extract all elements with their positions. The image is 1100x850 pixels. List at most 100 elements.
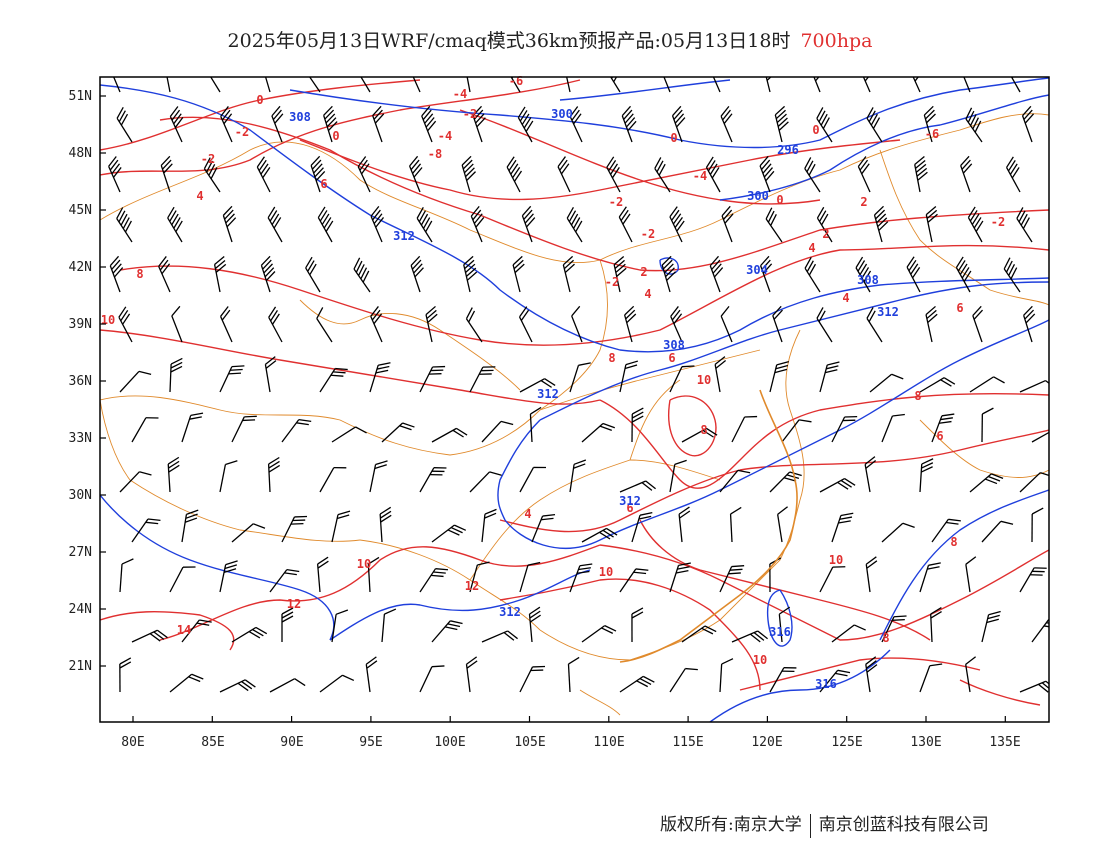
height-label: 296 bbox=[777, 143, 799, 157]
wind-barb bbox=[669, 667, 698, 693]
temperature-label: 0 bbox=[332, 129, 339, 143]
wind-barb bbox=[804, 157, 821, 193]
wind-barb bbox=[654, 157, 671, 193]
wind-barb bbox=[219, 679, 256, 693]
wind-barb bbox=[606, 156, 621, 193]
wind-barb bbox=[925, 205, 938, 243]
wind-barb bbox=[774, 105, 789, 143]
lat-label: 45N bbox=[68, 203, 92, 218]
wind-barb bbox=[906, 256, 921, 293]
wind-barb bbox=[119, 370, 152, 393]
temperature-label: 4 bbox=[842, 291, 849, 305]
wind-barb bbox=[720, 305, 733, 343]
temperature-label: 8 bbox=[608, 351, 615, 365]
copyright-company: 南京创蓝科技有限公司 bbox=[818, 815, 989, 835]
wind-barb bbox=[669, 459, 687, 493]
wind-barb bbox=[261, 77, 275, 93]
temperature-label: 8 bbox=[914, 389, 921, 403]
wind-barb bbox=[365, 656, 378, 693]
wind-barb bbox=[759, 255, 773, 293]
lon-label: 125E bbox=[831, 735, 863, 750]
wind-barb bbox=[919, 562, 941, 593]
wind-barb bbox=[331, 426, 367, 443]
wind-barb-layer bbox=[108, 77, 1049, 693]
wind-barb bbox=[519, 665, 546, 693]
wind-barb bbox=[569, 459, 587, 493]
wind-barb bbox=[369, 460, 388, 493]
temperature-label: 10 bbox=[599, 565, 613, 579]
temperature-label: 2 bbox=[860, 195, 867, 209]
wind-barb bbox=[319, 674, 355, 693]
wind-barb bbox=[762, 77, 777, 93]
height-label: 312 bbox=[619, 494, 641, 508]
wind-barb bbox=[681, 427, 718, 443]
wind-barb bbox=[624, 305, 637, 343]
wind-barb bbox=[305, 256, 321, 293]
wind-barb bbox=[781, 419, 812, 443]
wind-barb bbox=[969, 473, 1004, 493]
temperature-label: -2 bbox=[609, 195, 623, 209]
wind-barb bbox=[410, 255, 424, 293]
wind-barb bbox=[671, 105, 686, 143]
temperature-label: 4 bbox=[196, 189, 203, 203]
lon-label: 80E bbox=[121, 735, 145, 750]
wind-barb bbox=[319, 466, 347, 493]
height-label: 308 bbox=[857, 273, 879, 287]
wind-barb bbox=[469, 561, 490, 593]
temperature-label: -6 bbox=[925, 127, 939, 141]
wind-barb bbox=[319, 367, 348, 393]
wind-barb bbox=[465, 656, 478, 693]
temperature-label: 0 bbox=[256, 93, 263, 107]
temperature-label: -2 bbox=[463, 107, 477, 121]
wind-barb bbox=[231, 523, 266, 543]
temperature-label: 4 bbox=[808, 241, 815, 255]
wind-barb bbox=[571, 305, 583, 343]
wind-barb bbox=[972, 305, 984, 343]
wind-barb bbox=[567, 656, 580, 693]
wind-barb bbox=[303, 77, 321, 93]
wind-barb bbox=[581, 527, 618, 543]
copyright-owner: 版权所有:南京大学 bbox=[660, 815, 802, 835]
height-label: 300 bbox=[551, 107, 573, 121]
temperature-label: -2 bbox=[991, 215, 1005, 229]
pressure-level: 700hpa bbox=[800, 30, 873, 52]
wind-barb bbox=[419, 665, 445, 693]
wind-barb bbox=[316, 307, 333, 343]
wind-barb bbox=[769, 361, 790, 393]
wind-barb bbox=[310, 155, 326, 193]
wind-barb bbox=[379, 506, 392, 543]
lon-label: 95E bbox=[359, 735, 383, 750]
wind-barb bbox=[759, 155, 775, 193]
wind-barb bbox=[465, 307, 483, 343]
wind-barb bbox=[521, 205, 536, 243]
wind-barb bbox=[969, 376, 1005, 393]
wind-barb bbox=[271, 105, 284, 143]
wind-barb bbox=[930, 606, 942, 643]
temperature-label: 6 bbox=[668, 351, 675, 365]
wind-barb bbox=[381, 608, 397, 643]
wind-barb bbox=[923, 105, 936, 143]
wind-barb bbox=[1019, 567, 1047, 593]
height-label: 316 bbox=[815, 677, 837, 691]
height-label: 304 bbox=[746, 263, 768, 277]
temperature-label: -6 bbox=[509, 74, 523, 88]
wind-barb bbox=[816, 206, 833, 243]
wind-barb bbox=[816, 307, 833, 343]
temperature-label: 4 bbox=[524, 507, 531, 521]
wind-barb bbox=[919, 663, 943, 693]
wind-barb bbox=[517, 106, 534, 143]
lat-label: 51N bbox=[68, 89, 92, 104]
wind-barb bbox=[108, 77, 123, 93]
wind-barb bbox=[720, 105, 733, 143]
wind-barb bbox=[231, 415, 257, 443]
wind-barb bbox=[631, 607, 644, 643]
wind-barb bbox=[219, 306, 233, 343]
wind-barb bbox=[1031, 618, 1049, 643]
temperature-label: -2 bbox=[605, 275, 619, 289]
temperature-label: 6 bbox=[936, 429, 943, 443]
wind-barb bbox=[267, 456, 281, 493]
temperature-label: 8 bbox=[950, 535, 957, 549]
wind-barb bbox=[613, 255, 627, 293]
wind-barb bbox=[881, 413, 905, 443]
